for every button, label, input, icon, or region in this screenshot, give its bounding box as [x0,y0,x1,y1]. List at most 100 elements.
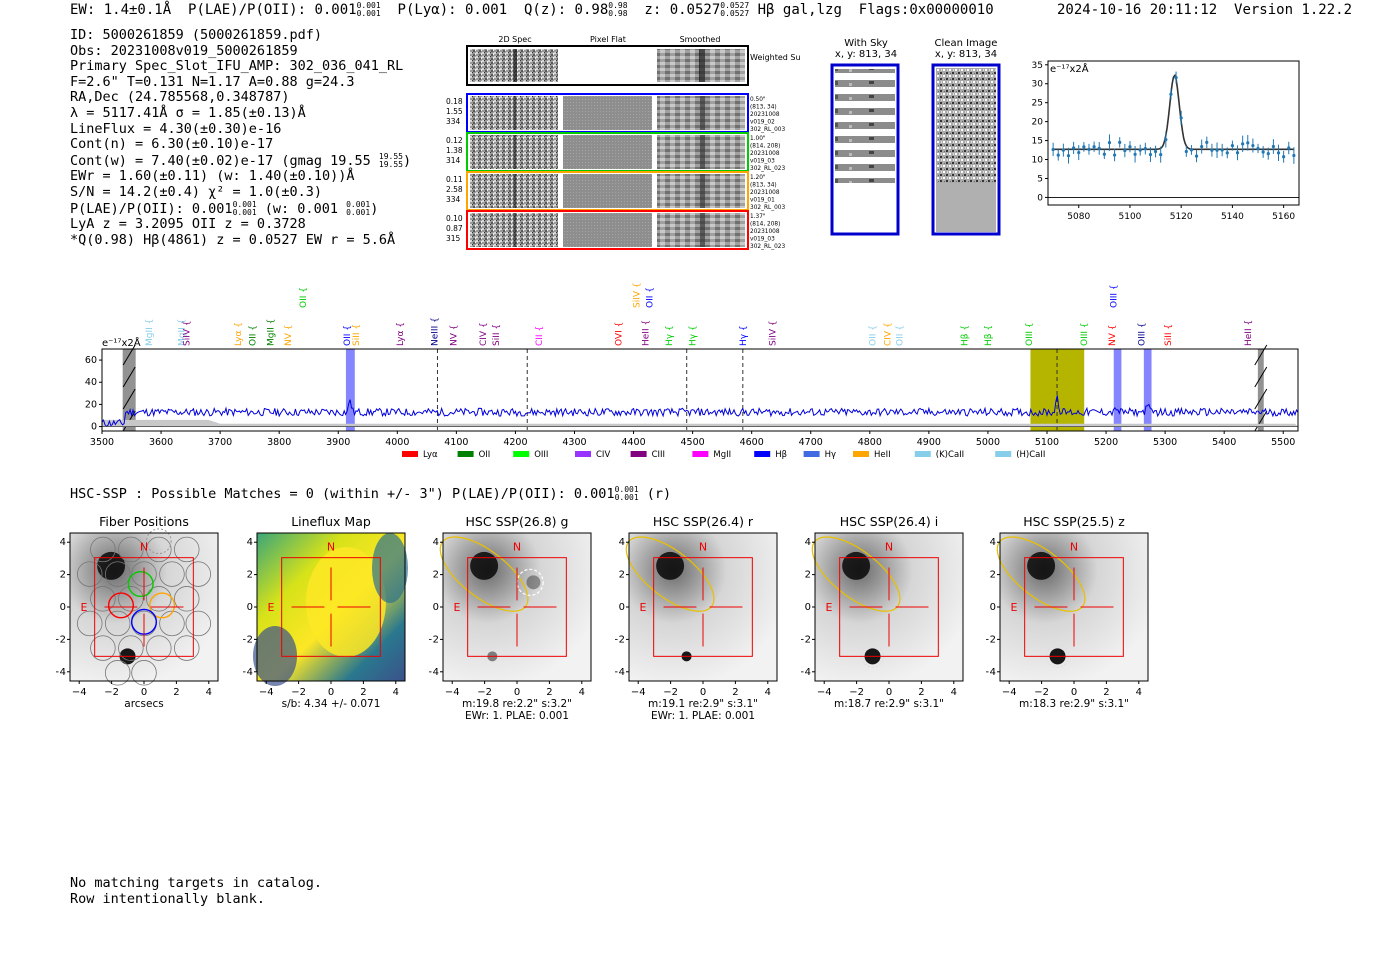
panel-x-tick-label: 4 [765,687,771,698]
fit-data-point [1220,148,1224,152]
cutout-row-right-label: 302_RL_003 [750,205,785,211]
panel-x-tick-label: −2 [663,687,678,698]
full-spectrum-chart: e⁻¹⁷x2Å 0 20 40 60 3500 3600 3700 3800 3900 4000 4… [85,282,1299,460]
footer-line2: Row intentionally blank. [70,890,266,907]
spectrum-line-label: Hβ { [984,325,994,346]
fit-x-tick-label: 5080 [1067,212,1090,222]
spectrum-legend-swatch [457,451,474,457]
panel-x-tick-label: −4 [1002,687,1017,698]
panel-y-tick-label: 4 [990,537,996,548]
withsky-label: With Sky [844,38,888,49]
hsc-summary: HSC-SSP : Possible Matches = 0 (within +… [70,486,671,503]
header-qz: Q(z): 0.98 [523,2,609,18]
fit-data-point [1246,141,1250,145]
spectrum-x-tick-label: 4200 [503,437,527,448]
spectrum-y-tick-label: 60 [85,355,97,366]
cutout-row-left-label: 314 [446,156,461,165]
panel-z: HSC SSP(25.5) z N E −4 −4 −2 −2 0 0 2 2 4 4 m:18.3 re… [986,514,1149,710]
fiber-circle [185,561,212,587]
header-bar: EW: 1.4±0.1Å P(LAE)/P(OII): 0.0010.001 0.… [70,1,994,19]
spectrum-x-tick-label: 4900 [917,437,941,448]
info-primary: Primary Spec_Slot_IFU_AMP: 302_036_041_R… [70,58,404,75]
spectrum-line-label: HeII { [1244,320,1254,346]
compass-north: N [885,540,893,553]
spectrum-x-tick-label: 5300 [1153,437,1177,448]
panel-caption: s/b: 4.34 +/- 0.071 [282,698,381,710]
spectrum-flux-line [101,395,1299,427]
spectrum-legend-swatch [803,451,820,457]
panel-y-tick-label: −4 [243,667,253,678]
spectrum-legend-label: Lyα [423,450,438,460]
header-ew: EW: 1.4±0.1Å [70,2,172,18]
spectrum-line-label: OIII { [1025,322,1035,346]
spectrum-plot-area: 0 20 40 60 3500 3600 3700 3800 3900 4000 4100 4200 4… [85,282,1299,460]
fiber-circle [131,660,157,686]
spectrum-x-tick-label: 4100 [444,437,468,448]
spectrum-y-tick-label: 0 [91,422,97,433]
spectrum-x-tick-label: 5000 [976,437,1000,448]
cutout-row-left-label: 0.10 [446,214,463,223]
header-timestamp: 2024-10-16 20:11:12 [1057,2,1218,18]
fit-data-point [1061,148,1065,152]
info-ewr: EWr = 1.60(±0.11) (w: 1.40(±0.10))Å [70,168,355,185]
panel-title: HSC SSP(26.4) r [653,514,754,529]
fit-data-point [1159,153,1163,157]
info-id: ID: 5000261859 (5000261859.pdf) [70,27,322,43]
spectrum-legend-label: (K)CaII [936,450,964,460]
spectrum-hatch [122,388,136,410]
fiber-circle [104,660,131,686]
fit-y-tick-label: 5 [1037,174,1043,184]
cutout-row-left-label: 315 [446,234,461,243]
panel-y-tick-label: −4 [56,667,66,678]
panel-x-tick-label: 4 [951,687,957,698]
spectrum-x-tick-label: 3900 [326,437,350,448]
fit-data-point [1271,144,1275,149]
fit-data-point [1051,147,1055,152]
panel-y-tick-label: 4 [619,537,625,548]
panel-y-tick-label: 2 [805,570,811,581]
fiber-circle [174,536,200,563]
spectrum-fit-window [1030,349,1085,431]
fit-data-point [1112,153,1117,157]
cutout-row-right-label: 1.20" [750,175,766,181]
info-gmag-hi: 19.55 [378,151,403,161]
fiber-circle [77,561,103,587]
info-plae-b-hi: 0.001 [346,199,371,209]
spectrum-x-tick-label: 4400 [621,437,645,448]
panel-x-tick-label: 2 [918,687,924,698]
spectrum-noise-band [102,419,1298,427]
cutout-row-right-label: 20231008 [750,190,780,196]
panel-x-tick-label: 2 [360,687,366,698]
fit-data-point [1287,146,1291,150]
panel-y-tick-label: 0 [619,602,625,613]
withsky-xy: x, y: 813, 34 [834,49,898,60]
fit-data-point [1107,141,1112,145]
highlighted-fiber [149,592,176,619]
spectrum-legend-label: OII [479,450,491,460]
fit-data-point [1235,151,1240,155]
fit-x-tick-label: 5160 [1272,212,1295,222]
fiber-circle [90,536,116,563]
info-gmag-lo: 19.55 [378,159,403,169]
header-q-hi: 0.98 [608,1,628,10]
fit-axes-frame [1047,60,1300,206]
panel-caption: m:19.8 re:2.2" s:3.2" [462,698,572,710]
info-plae-a: P(LAE)/P(OII): 0.001 [70,200,233,217]
fit-data-point [1092,145,1096,149]
spectrum-x-tick-label: 4000 [385,437,409,448]
spectrum-line-label: NeIII { [430,317,440,346]
cutout-pixelflat [563,135,652,169]
spectrum-hatch [1254,344,1268,366]
search-box [467,557,567,657]
cutout-row-right-label: v019_03 [750,159,775,165]
cutout-row-right-label: v019_03 [750,237,775,243]
fiber-circle [174,586,200,612]
spectrum-line-label: Hγ { [739,325,749,346]
spectrum-hatch [1254,366,1268,388]
panel-x-tick-label: 4 [206,687,212,698]
panel-y-tick-label: 0 [433,602,439,613]
line-fit-chart: e⁻¹⁷x2Å 0 5 10 15 20 25 30 35 5080 5100 5120 5140 51… [1032,60,1300,222]
panel-y-tick-label: 0 [805,602,811,613]
spectrum-hatch [122,344,136,366]
